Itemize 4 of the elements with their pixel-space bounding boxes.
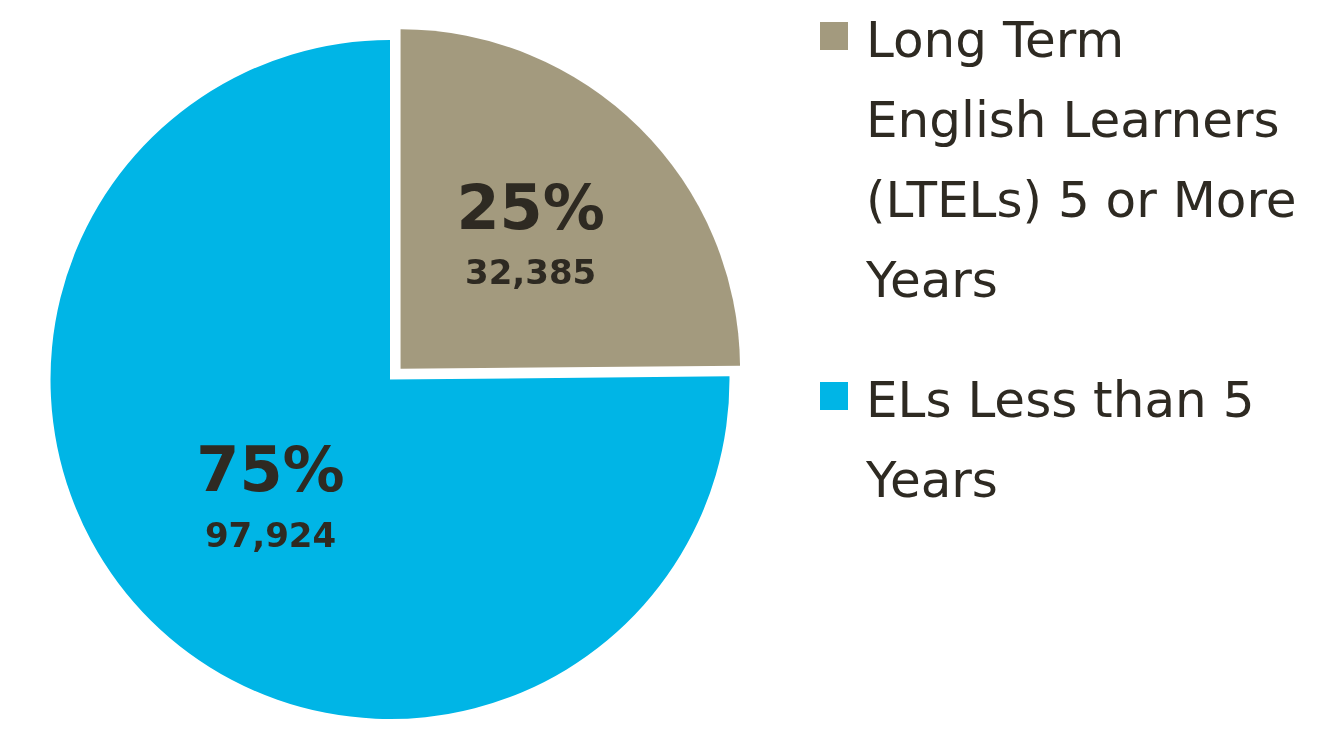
data-label: 25% 32,385 bbox=[456, 170, 605, 293]
legend-label: ELs Less than 5 Years bbox=[866, 370, 1256, 511]
legend-label: Long Term English Learners (LTELs) 5 or More Years bbox=[866, 10, 1298, 311]
data-label: 75% 97,924 bbox=[196, 433, 345, 555]
